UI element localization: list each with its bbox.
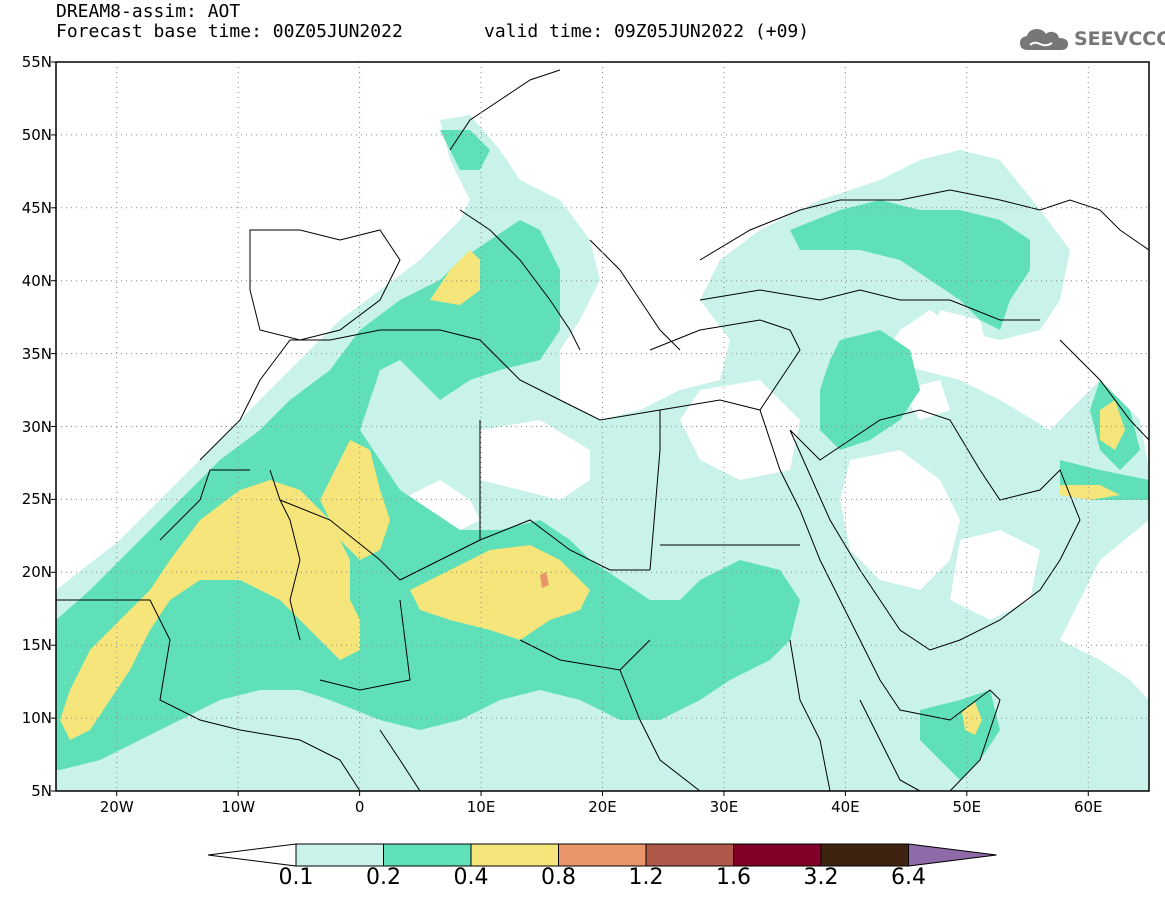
lon-label: 50E (952, 798, 982, 816)
lon-label: 20E (588, 798, 617, 816)
colorbar-level-label: 6.4 (891, 865, 926, 890)
colorbar-level-label: 0.4 (453, 865, 489, 890)
aot-band-below (400, 310, 1040, 620)
logo-text: SEEVCCC (1074, 28, 1165, 50)
lon-label: 0 (354, 798, 365, 816)
cloud-icon (1020, 29, 1068, 50)
seevccc-logo: SEEVCCC (1018, 26, 1165, 56)
lat-label: 35N (21, 344, 52, 363)
lon-label: 40E (831, 798, 860, 816)
colorbar-level-label: 1.2 (628, 865, 664, 890)
lat-label: 10N (21, 709, 52, 728)
colorbar-level-label: 3.2 (803, 865, 839, 890)
lat-label: 40N (21, 271, 52, 290)
valid-time: valid time: 09Z05JUN2022 (+09) (484, 21, 810, 42)
aot-band-0.4 (60, 250, 1125, 740)
colorbar-level-label: 0.8 (541, 865, 576, 890)
colorbar-level-label: 0.1 (278, 865, 314, 890)
colorbar-level-label: 1.6 (716, 865, 751, 890)
lon-label: 10W (221, 798, 256, 816)
lon-label: 10E (466, 798, 496, 816)
lat-label: 55N (21, 53, 52, 71)
aot-band-0.8 (540, 572, 549, 588)
lat-label: 15N (21, 636, 52, 655)
axis-ticks (51, 61, 1089, 796)
lat-label: 30N (21, 417, 52, 436)
coastlines (56, 69, 1149, 791)
lon-label: 60E (1073, 798, 1103, 816)
lon-label: 30E (709, 798, 739, 816)
forecast-base-time: Forecast base time: 00Z05JUN2022 (56, 21, 403, 42)
lat-label: 50N (21, 125, 52, 144)
colorbar-level-label: 0.2 (366, 865, 401, 890)
map-grid (56, 62, 1149, 791)
lat-label: 5N (31, 782, 52, 800)
lat-label: 25N (21, 490, 52, 509)
lat-label: 45N (21, 198, 52, 217)
lat-label: 20N (21, 563, 52, 582)
lon-label: 20W (99, 798, 134, 816)
map-title: DREAM8-assim: AOT (56, 1, 241, 22)
